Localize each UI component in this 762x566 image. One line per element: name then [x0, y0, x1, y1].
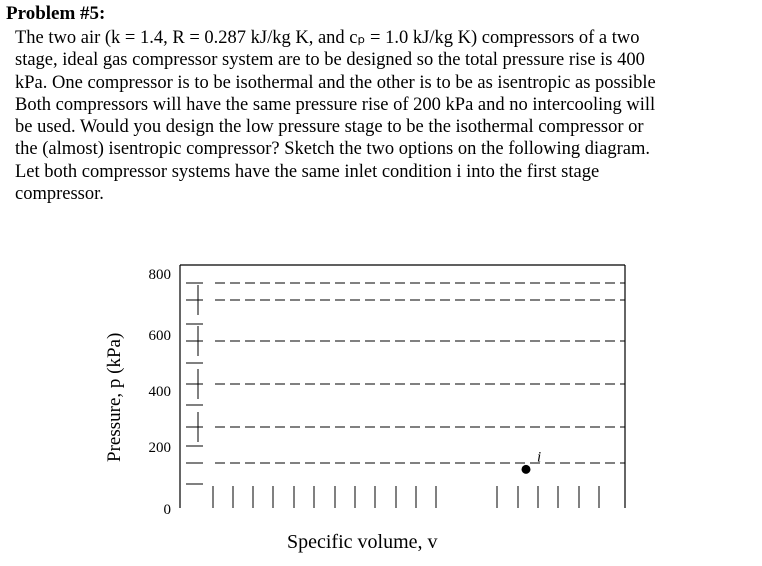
- statement-line-6: the (almost) isentropic compressor? Sket…: [15, 139, 651, 160]
- y-tick-label: 600: [149, 328, 172, 344]
- statement-line-1: The two air (k = 1.4, R = 0.287 kJ/kg K,…: [15, 28, 640, 48]
- dashed-grid: [186, 282, 625, 485]
- y-axis-label: Pressure, p (kPa): [104, 333, 125, 462]
- statement-line-3: kPa. One compressor is to be isothermal …: [15, 72, 656, 93]
- x-axis-label: Specific volume, v: [287, 531, 438, 553]
- y-tick-labels: 800 600 400 200 0: [149, 267, 172, 518]
- y-tick-label: 200: [149, 440, 172, 456]
- y-tick-label: 0: [164, 502, 172, 518]
- data-points: i: [521, 449, 541, 474]
- y-tick-label: 800: [149, 267, 172, 283]
- x-tick-marks: [212, 486, 600, 508]
- plot-area: [179, 264, 626, 508]
- statement-line-5: be used. Would you design the low pressu…: [15, 117, 644, 138]
- statement-line-8: compressor.: [15, 184, 104, 205]
- statement-line-2: stage, ideal gas compressor system are t…: [15, 50, 645, 71]
- inlet-point-label: i: [537, 449, 541, 465]
- inlet-state-point: [521, 464, 531, 474]
- statement-line-7: Let both compressor systems have the sam…: [15, 161, 600, 182]
- statement-line-4: Both compressors will have the same pres…: [15, 94, 656, 115]
- y-tick-label: 400: [149, 384, 172, 400]
- problem-statement: The two air (k = 1.4, R = 0.287 kJ/kg K,…: [15, 27, 755, 205]
- problem-title: Problem #5:: [6, 3, 106, 24]
